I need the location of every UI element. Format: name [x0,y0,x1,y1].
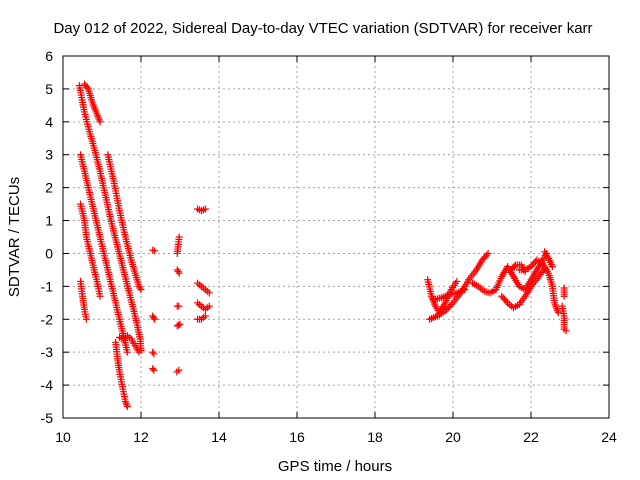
y-tick-label: -1 [41,278,54,294]
data-point [483,251,491,259]
chart-title: Day 012 of 2022, Sidereal Day-to-day VTE… [53,20,592,37]
data-point [201,312,209,320]
data-point [484,249,492,257]
series-track-4 [104,151,145,294]
data-point [123,401,131,409]
data-point [175,321,183,329]
data-point [176,320,184,328]
data-point [562,327,570,335]
data-point [137,286,145,294]
y-tick-label: 2 [45,180,53,196]
data-point [149,365,157,373]
data-point [122,399,130,407]
data-point [151,315,159,323]
y-tick-label: 6 [45,48,53,64]
y-tick-label: -4 [41,377,54,393]
x-tick-label: 14 [211,429,227,445]
y-axis-label: SDTVAR / TECUs [6,177,23,297]
data-point [446,302,454,310]
data-point [560,292,568,300]
y-tick-label: 0 [45,245,53,261]
y-tick-label: 3 [45,147,53,163]
series-track-13 [469,249,551,312]
data-point [444,304,452,312]
x-tick-label: 10 [55,429,71,445]
x-tick-label: 20 [445,429,461,445]
data-point [123,402,131,410]
data-point [443,305,451,313]
plot-frame [62,55,610,419]
y-tick-label: -5 [41,410,54,426]
data-point [461,286,469,294]
x-axis-label: GPS time / hours [278,458,392,475]
data-point [447,300,455,308]
series-track-7 [112,338,131,410]
data-point [502,297,510,305]
data-point [96,292,104,300]
series-track-12 [424,249,492,323]
y-tick-label: 5 [45,81,53,97]
series-track-8 [116,332,143,356]
y-tick-label: -3 [41,344,54,360]
data-point [150,366,158,374]
data-point [151,247,159,255]
series-track-5 [77,200,104,300]
data-points [75,80,570,410]
x-tick-label: 16 [289,429,305,445]
y-tick-label: -2 [41,311,54,327]
data-point [453,277,461,285]
series-track-11 [194,205,213,323]
y-tick-label: 4 [45,114,53,130]
series-track-3 [77,151,131,356]
y-tick-label: 1 [45,213,53,229]
data-point [174,268,182,276]
series-track-15 [558,284,570,335]
series-track-14 [508,248,562,317]
gridlines [63,56,609,418]
series-track-6 [77,277,90,323]
data-point [136,284,144,292]
data-point [135,348,143,356]
x-tick-label: 24 [601,429,617,445]
data-point [150,350,158,358]
x-tick-label: 18 [367,429,383,445]
data-point [441,307,449,315]
data-point [548,263,556,271]
data-point [175,302,183,310]
data-point [510,263,518,271]
series-track-2 [80,80,104,126]
data-point [83,83,91,91]
data-point [175,269,183,277]
data-point [521,268,529,276]
data-point [82,315,90,323]
data-point [205,302,213,310]
data-point [149,348,157,356]
data-point [173,249,181,257]
data-point [121,398,129,406]
data-point [205,289,213,297]
series-track-9 [149,246,159,374]
data-point [554,309,562,317]
data-point [96,118,104,126]
series-track-1 [75,82,145,355]
x-tick-label: 12 [133,429,149,445]
series-track-10 [173,233,184,376]
data-point [201,205,209,213]
x-tick-label: 22 [523,429,539,445]
data-point [123,348,131,356]
data-point [150,314,158,322]
data-point [175,366,183,374]
